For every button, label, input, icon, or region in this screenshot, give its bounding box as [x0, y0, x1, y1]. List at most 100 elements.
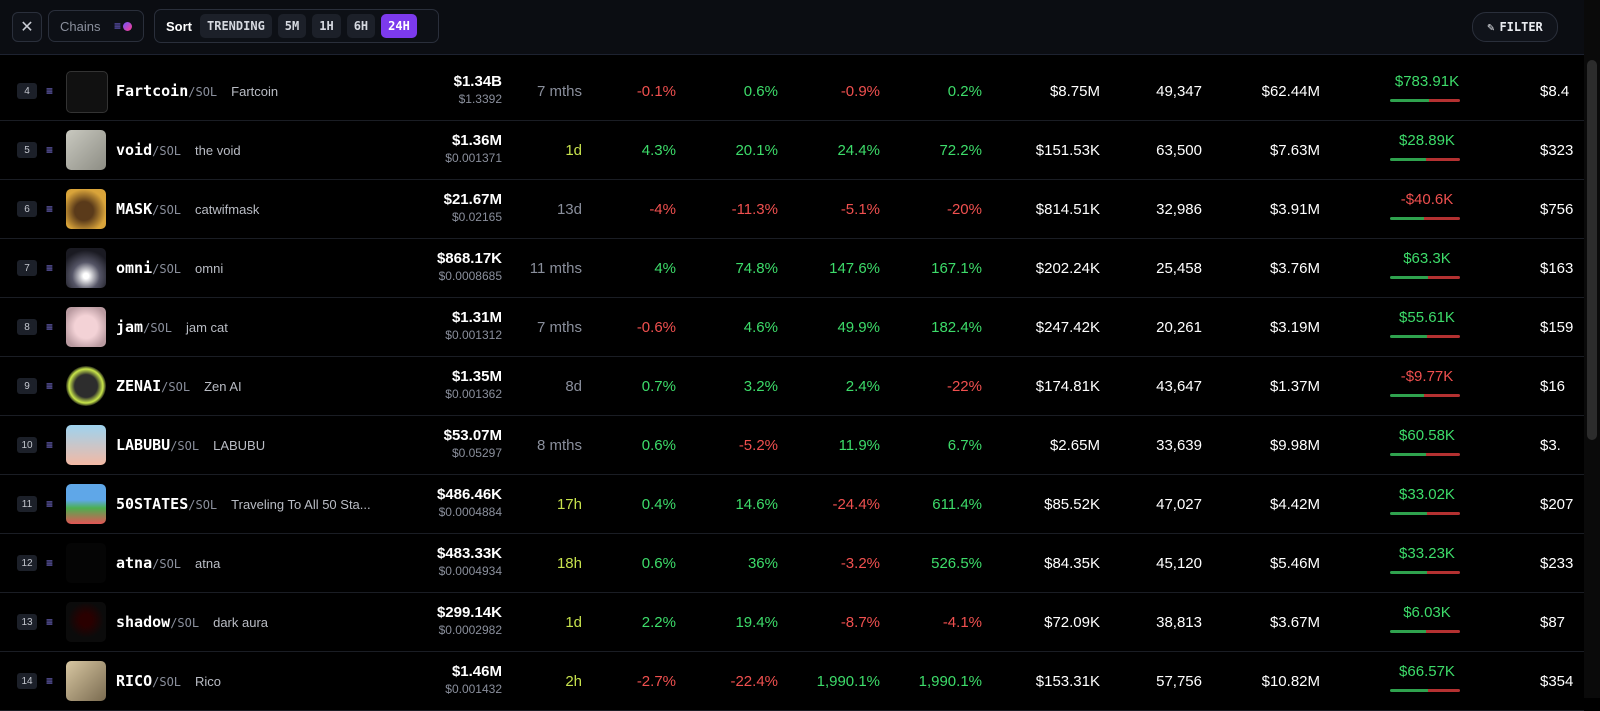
token-name-cell[interactable]: RICO/SOL Rico — [116, 672, 221, 691]
close-button[interactable]: ✕ — [12, 12, 42, 42]
volume: $151.53K — [1035, 142, 1100, 159]
solana-chain-icon: ≡ — [46, 320, 54, 334]
solana-chain-icon: ≡ — [46, 497, 54, 511]
token-name-cell[interactable]: shadow/SOL dark aura — [116, 613, 268, 632]
token-price: $0.0004884 — [438, 505, 502, 519]
fdv-value: $233 — [1540, 555, 1574, 572]
rank-badge: 5 — [17, 142, 37, 158]
token-name-cell[interactable]: omni/SOL omni — [116, 259, 223, 278]
token-avatar[interactable] — [66, 130, 106, 170]
token-symbol: Fartcoin — [116, 82, 189, 100]
token-table: 4 ≡ Fartcoin/SOL Fartcoin $1.34B $1.3392 … — [0, 62, 1584, 711]
token-name-cell[interactable]: 50STATES/SOL Traveling To All 50 Sta... — [116, 495, 371, 514]
rank-badge: 12 — [17, 555, 37, 571]
token-symbol: MASK — [116, 200, 153, 218]
token-row[interactable]: 8 ≡ jam/SOL jam cat $1.31M $0.001312 7 mt… — [0, 298, 1584, 357]
token-row[interactable]: 11 ≡ 50STATES/SOL Traveling To All 50 Sta… — [0, 475, 1584, 534]
token-avatar[interactable] — [66, 248, 106, 288]
token-symbol: 50STATES — [116, 495, 189, 513]
chains-selector[interactable]: Chains ≡ — [48, 10, 144, 42]
change-24h: 611.4% — [932, 496, 982, 513]
token-name-cell[interactable]: MASK/SOL catwifmask — [116, 200, 259, 219]
pair-age: 1d — [565, 142, 582, 159]
token-name-cell[interactable]: ZENAI/SOL Zen AI — [116, 377, 242, 396]
filter-button[interactable]: ✎ FILTER — [1472, 12, 1558, 42]
price-cell: $1.36M $0.001371 — [445, 132, 502, 165]
token-name-cell[interactable]: void/SOL the void — [116, 141, 241, 160]
fdv-value: $163 — [1540, 260, 1574, 277]
price-cell: $21.67M $0.02165 — [444, 191, 502, 224]
market-cap: $483.33K — [436, 545, 502, 562]
change-5m: 0.6% — [641, 437, 676, 454]
market-cap: $21.67M — [443, 191, 502, 208]
multichain-icon — [123, 21, 132, 31]
token-name-cell[interactable]: LABUBU/SOL LABUBU — [116, 436, 265, 455]
token-row[interactable]: 10 ≡ LABUBU/SOL LABUBU $53.07M $0.05297 8… — [0, 416, 1584, 475]
token-avatar[interactable] — [66, 189, 106, 229]
change-24h: 6.7% — [947, 437, 982, 454]
solana-chain-icon: ≡ — [46, 674, 54, 688]
token-fullname: omni — [195, 261, 224, 276]
token-avatar[interactable] — [66, 602, 106, 642]
fdv-value: $756 — [1540, 201, 1574, 218]
quote-token: /SOL — [161, 380, 191, 394]
scrollbar-thumb[interactable] — [1587, 60, 1597, 440]
token-row[interactable]: 5 ≡ void/SOL the void $1.36M $0.001371 1d… — [0, 121, 1584, 180]
change-6h: 24.4% — [837, 142, 880, 159]
token-avatar[interactable] — [66, 71, 108, 113]
rank-badge: 14 — [17, 673, 37, 689]
change-5m: -4% — [649, 201, 676, 218]
token-avatar[interactable] — [66, 366, 106, 406]
volume: $8.75M — [1049, 83, 1100, 100]
sort-option-trending[interactable]: TRENDING — [200, 14, 272, 38]
fdv-value: $159 — [1540, 319, 1574, 336]
token-row[interactable]: 9 ≡ ZENAI/SOL Zen AI $1.35M $0.001362 8d … — [0, 357, 1584, 416]
price-cell: $483.33K $0.0004934 — [437, 545, 502, 578]
price-cell: $1.46M $0.001432 — [445, 663, 502, 696]
volume: $2.65M — [1049, 437, 1100, 454]
volume: $814.51K — [1035, 201, 1100, 218]
pair-age: 13d — [556, 201, 582, 218]
token-name-cell[interactable]: atna/SOL atna — [116, 554, 220, 573]
token-row[interactable]: 7 ≡ omni/SOL omni $868.17K $0.0008685 11 … — [0, 239, 1584, 298]
token-row[interactable]: 13 ≡ shadow/SOL dark aura $299.14K $0.000… — [0, 593, 1584, 652]
sort-option-24h[interactable]: 24H — [381, 14, 417, 38]
fdv-value: $16 — [1540, 378, 1566, 395]
price-cell: $53.07M $0.05297 — [444, 427, 502, 460]
net-buy-value: -$9.77K — [1400, 368, 1454, 385]
token-symbol: LABUBU — [116, 436, 171, 454]
token-symbol: omni — [116, 259, 153, 277]
volume: $85.52K — [1044, 496, 1100, 513]
token-row[interactable]: 14 ≡ RICO/SOL Rico $1.46M $0.001432 2h -2… — [0, 652, 1584, 711]
price-cell: $1.34B $1.3392 — [454, 73, 502, 106]
liquidity: $9.98M — [1269, 437, 1320, 454]
net-buy-value: $63.3K — [1403, 250, 1451, 267]
token-name-cell[interactable]: jam/SOL jam cat — [116, 318, 228, 337]
sort-option-6h[interactable]: 6H — [346, 14, 376, 38]
liquidity: $1.37M — [1269, 378, 1320, 395]
token-avatar[interactable] — [66, 307, 106, 347]
sort-option-1h[interactable]: 1H — [312, 14, 341, 38]
volume: $174.81K — [1035, 378, 1100, 395]
token-fullname: jam cat — [186, 320, 228, 335]
net-buy-value: $55.61K — [1399, 309, 1455, 326]
rank-badge: 10 — [17, 437, 37, 453]
change-6h: -3.2% — [840, 555, 880, 572]
buy-sell-ratio-bar — [1390, 453, 1460, 456]
token-fullname: the void — [195, 143, 241, 158]
token-avatar[interactable] — [66, 484, 106, 524]
rank-badge: 11 — [17, 496, 37, 512]
pair-age: 7 mths — [536, 83, 582, 100]
token-avatar[interactable] — [66, 661, 106, 701]
change-5m: 2.2% — [641, 614, 676, 631]
txns: 45,120 — [1156, 555, 1202, 572]
token-row[interactable]: 6 ≡ MASK/SOL catwifmask $21.67M $0.02165 … — [0, 180, 1584, 239]
liquidity: $3.67M — [1269, 614, 1320, 631]
filter-label: FILTER — [1499, 20, 1543, 34]
token-avatar[interactable] — [66, 543, 106, 583]
token-row[interactable]: 12 ≡ atna/SOL atna $483.33K $0.0004934 18… — [0, 534, 1584, 593]
token-avatar[interactable] — [66, 425, 106, 465]
token-name-cell[interactable]: Fartcoin/SOL Fartcoin — [116, 82, 278, 101]
sort-option-5m[interactable]: 5M — [277, 14, 307, 38]
token-row[interactable]: 4 ≡ Fartcoin/SOL Fartcoin $1.34B $1.3392 … — [0, 62, 1584, 121]
